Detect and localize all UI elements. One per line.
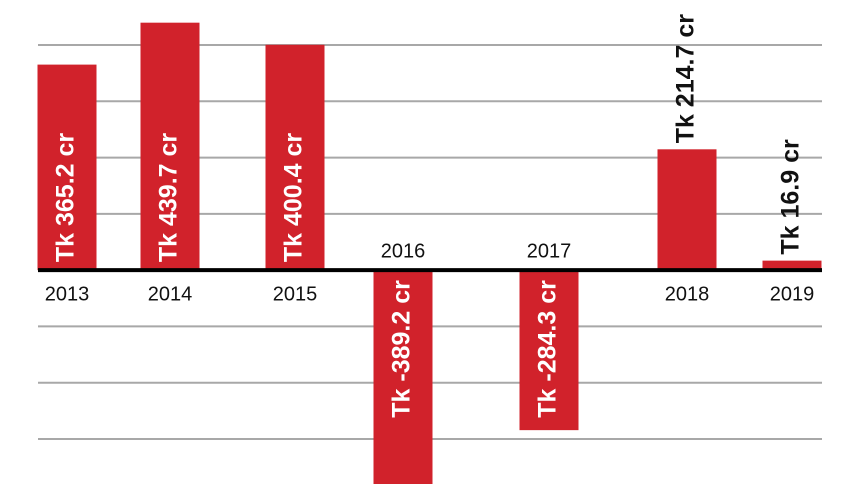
x-tick-label: 2018 (665, 283, 710, 305)
bar (37, 64, 97, 271)
value-label: Tk 400.4 cr (280, 133, 308, 263)
x-tick-label: 2015 (273, 283, 318, 305)
value-label: Tk 214.7 cr (672, 14, 700, 144)
bar (762, 260, 822, 271)
bar (265, 44, 325, 271)
x-tick-label: 2014 (148, 283, 193, 305)
value-label: Tk -389.2 cr (388, 280, 416, 418)
x-tick-label: 2013 (45, 283, 90, 305)
bar (373, 270, 433, 484)
value-label: Tk -284.3 cr (534, 280, 562, 418)
x-tick-label: 2017 (527, 240, 572, 262)
x-tick-label: 2016 (381, 240, 426, 262)
bar (519, 270, 579, 431)
bar (657, 149, 717, 271)
x-tick-label: 2019 (770, 283, 815, 305)
value-label: Tk 16.9 cr (777, 139, 805, 255)
value-label: Tk 439.7 cr (155, 133, 183, 263)
bar (140, 22, 200, 271)
value-label: Tk 365.2 cr (52, 133, 80, 263)
